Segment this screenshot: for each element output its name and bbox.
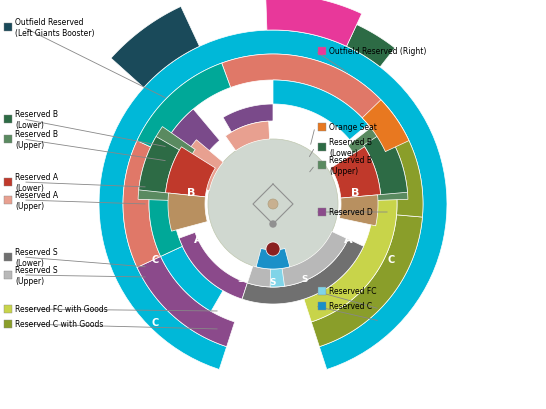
Polygon shape — [222, 55, 403, 143]
Polygon shape — [149, 162, 182, 257]
Polygon shape — [348, 121, 408, 201]
Bar — [318, 209, 326, 216]
Polygon shape — [137, 257, 235, 347]
Polygon shape — [362, 101, 409, 152]
Circle shape — [268, 200, 278, 209]
Circle shape — [208, 139, 338, 270]
Circle shape — [266, 243, 280, 256]
Bar — [318, 287, 326, 295]
Polygon shape — [381, 130, 423, 218]
Text: Reserved A
(Upper): Reserved A (Upper) — [15, 191, 58, 210]
Polygon shape — [137, 64, 230, 152]
Polygon shape — [161, 247, 223, 312]
Polygon shape — [225, 122, 270, 151]
Text: Reserved S
(Lower): Reserved S (Lower) — [15, 248, 58, 267]
Text: Outfield Reserved (Right): Outfield Reserved (Right) — [329, 47, 426, 56]
Polygon shape — [266, 0, 362, 47]
Polygon shape — [256, 249, 290, 270]
Text: A: A — [343, 234, 352, 245]
Bar — [4, 179, 12, 187]
Polygon shape — [168, 193, 207, 231]
Text: B: B — [351, 188, 359, 198]
Bar — [4, 116, 12, 124]
Text: S: S — [302, 275, 308, 284]
Polygon shape — [247, 232, 348, 287]
Bar — [4, 305, 12, 313]
Polygon shape — [347, 25, 395, 68]
Text: Reserved B
(Lower): Reserved B (Lower) — [329, 138, 372, 157]
Polygon shape — [273, 81, 368, 140]
Text: C: C — [151, 254, 159, 264]
Bar — [4, 24, 12, 32]
Text: S: S — [238, 275, 244, 284]
Text: Reserved B
(Upper): Reserved B (Upper) — [329, 156, 372, 175]
Text: Reserved A
(Lower): Reserved A (Lower) — [15, 173, 58, 192]
Polygon shape — [242, 240, 364, 304]
Polygon shape — [123, 141, 161, 268]
Text: B: B — [187, 188, 195, 198]
Text: Reserved B
(Lower): Reserved B (Lower) — [15, 110, 58, 129]
Polygon shape — [138, 127, 195, 201]
Polygon shape — [175, 140, 223, 191]
Polygon shape — [165, 147, 215, 198]
Polygon shape — [311, 215, 423, 347]
Polygon shape — [223, 105, 273, 133]
Polygon shape — [157, 110, 219, 176]
Bar — [4, 136, 12, 144]
Bar — [318, 144, 326, 152]
Text: Outfield Reserved
(Left Giants Booster): Outfield Reserved (Left Giants Booster) — [15, 18, 94, 38]
Text: Orange Seat: Orange Seat — [329, 123, 377, 132]
Text: A: A — [194, 234, 203, 245]
Bar — [4, 254, 12, 261]
Text: Reserved S
(Upper): Reserved S (Upper) — [15, 266, 58, 285]
Text: Reserved FC with Goods: Reserved FC with Goods — [15, 305, 108, 314]
Polygon shape — [364, 131, 407, 195]
Bar — [318, 162, 326, 170]
Polygon shape — [139, 137, 180, 193]
Polygon shape — [340, 196, 378, 226]
Text: FC: FC — [268, 308, 278, 317]
Polygon shape — [99, 31, 447, 370]
Bar — [318, 48, 326, 56]
Bar — [4, 271, 12, 279]
Bar — [318, 124, 326, 132]
Text: S: S — [270, 278, 276, 287]
Text: Reserved B
(Upper): Reserved B (Upper) — [15, 130, 58, 149]
Polygon shape — [331, 147, 381, 199]
Polygon shape — [111, 7, 199, 88]
Text: C: C — [151, 317, 159, 327]
Polygon shape — [179, 233, 247, 299]
Text: Reserved C with Goods: Reserved C with Goods — [15, 320, 103, 329]
Text: C: C — [387, 254, 395, 264]
Text: C: C — [270, 328, 276, 337]
Polygon shape — [304, 173, 397, 322]
Bar — [318, 302, 326, 310]
Bar — [4, 196, 12, 204]
Text: Reserved FC: Reserved FC — [329, 287, 377, 296]
Text: Reserved C: Reserved C — [329, 302, 372, 311]
Polygon shape — [270, 269, 284, 287]
Bar — [4, 320, 12, 328]
Circle shape — [270, 221, 276, 227]
Text: Reserved D: Reserved D — [329, 208, 373, 217]
